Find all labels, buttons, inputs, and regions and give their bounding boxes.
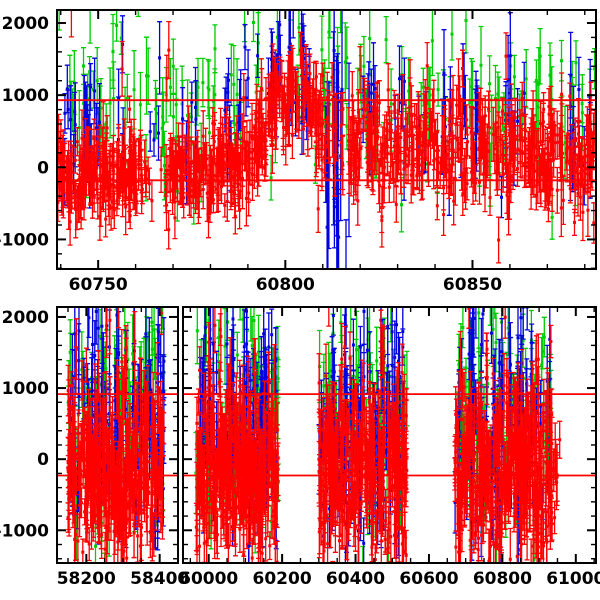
series-red-band-error-bars [57, 10, 596, 264]
axis-frame [182, 306, 597, 564]
data-area [183, 307, 596, 563]
data-area [57, 10, 596, 269]
y-tick-label: 1000 [2, 379, 49, 399]
x-tick-label: 60000 [179, 569, 238, 589]
y-tick-label: 0 [37, 158, 49, 178]
data-area [57, 307, 178, 563]
axes: 60000 60200 60400 60600 60800 61000 [179, 306, 600, 589]
x-tick-label: 58400 [130, 569, 189, 589]
axis-frame [56, 306, 179, 564]
x-tick-label: 60800 [256, 275, 315, 295]
x-tick-label: 60400 [326, 569, 385, 589]
x-tick-label: 60850 [443, 275, 502, 295]
y-tick-label: 1000 [2, 86, 49, 106]
x-tick-label: 60800 [473, 569, 532, 589]
y-tick-label: 2000 [2, 308, 49, 328]
series-red-band-markers [57, 48, 596, 242]
y-tick-label: 0 [37, 450, 49, 470]
x-tick-label: 58200 [57, 569, 116, 589]
y-tick-label: -1000 [0, 230, 49, 250]
bottom-right-panel: 60000 60200 60400 60600 60800 61000 [179, 306, 600, 589]
x-tick-label: 60600 [399, 569, 458, 589]
y-tick-label: -1000 [0, 521, 49, 541]
series-red-band-markers [66, 311, 166, 560]
y-tick-label: 2000 [2, 14, 49, 34]
x-tick-label: 60750 [69, 275, 128, 295]
x-tick-label: 60200 [253, 569, 312, 589]
x-tick-label: 61000 [546, 569, 600, 589]
axes: 60750 60800 60850 -1000 0 1000 2000 [0, 9, 597, 295]
top-panel: 60750 60800 60850 -1000 0 1000 2000 [0, 9, 597, 295]
axes: 58200 58400 -1000 0 1000 2000 [0, 306, 189, 589]
series-red-band-markers [194, 307, 562, 563]
axis-frame [56, 9, 597, 270]
bottom-left-panel: 58200 58400 -1000 0 1000 2000 [0, 306, 189, 589]
